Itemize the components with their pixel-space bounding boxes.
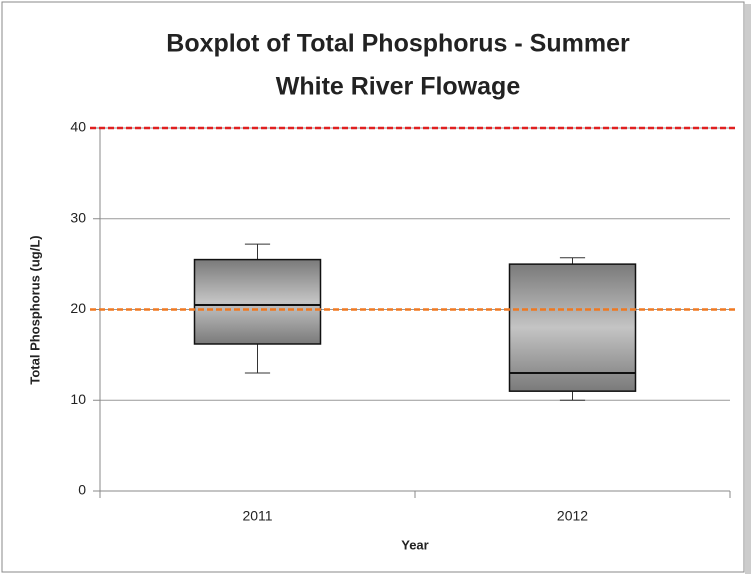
y-tick-label: 20 [70, 300, 86, 316]
x-axis-title: Year [401, 537, 428, 552]
x-tick-label: 2011 [242, 508, 272, 524]
y-tick-label: 0 [78, 482, 86, 498]
chart-title: Boxplot of Total Phosphorus - Summer [166, 30, 630, 58]
box [508, 263, 637, 392]
x-tick-label: 2012 [557, 508, 588, 524]
frame-shadow [745, 4, 751, 574]
y-tick-label: 30 [70, 209, 86, 225]
y-tick-label: 40 [70, 119, 86, 135]
y-tick-label: 10 [70, 391, 86, 407]
chart-title: White River Flowage [276, 73, 521, 101]
y-axis-title: Total Phosphorus (ug/L) [27, 235, 42, 384]
box [193, 258, 322, 345]
